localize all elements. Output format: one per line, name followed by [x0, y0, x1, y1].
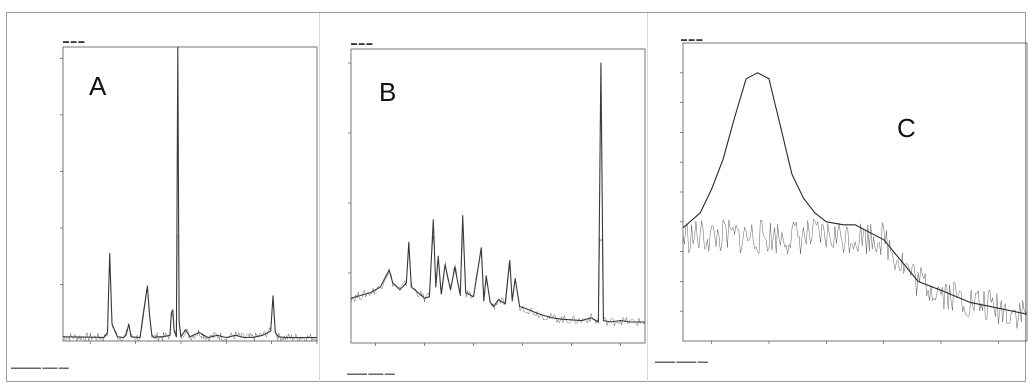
figure-frame: ▬ ▬ ▬ A ▬▬▬▬▬▬ ▬▬▬ ▬▬ ▬ ▬ ▬ B ▬▬▬▬ ▬▬▬ ▬… [6, 12, 1028, 383]
plot-frame [350, 48, 646, 344]
divider-bc [647, 13, 648, 383]
panel-c: ▬ ▬ ▬ C ▬▬▬▬ ▬▬▬▬ ▬▬ [653, 13, 1028, 383]
noise-texture [682, 218, 1028, 329]
series-line [682, 72, 1028, 315]
noise-texture [350, 236, 646, 327]
panel-b-title: ▬ ▬ ▬ [351, 41, 373, 47]
panel-b-letter: B [379, 77, 397, 107]
panel-a-footer: ▬▬▬▬▬▬ ▬▬▬ ▬▬ [11, 365, 69, 371]
chart-c-plot [680, 42, 1028, 344]
panel-b: ▬ ▬ ▬ B ▬▬▬▬ ▬▬▬ ▬▬ [327, 13, 646, 383]
chart-a-plot [60, 46, 318, 344]
panel-c-footer: ▬▬▬▬ ▬▬▬▬ ▬▬ [655, 359, 708, 365]
panel-c-letter: C [897, 113, 916, 143]
panel-b-footer: ▬▬▬▬ ▬▬▬ ▬▬ [347, 371, 395, 377]
series-line [62, 46, 317, 339]
series-line [350, 62, 645, 323]
panel-a-title: ▬ ▬ ▬ [63, 39, 85, 45]
noise-texture [62, 233, 318, 342]
chart-b-plot [348, 48, 646, 346]
panel-a: ▬ ▬ ▬ A ▬▬▬▬▬▬ ▬▬▬ ▬▬ [7, 13, 318, 383]
divider-ab [319, 13, 320, 383]
plot-frame [62, 46, 318, 342]
panel-c-title: ▬ ▬ ▬ [681, 37, 703, 43]
panel-a-letter: A [89, 71, 107, 101]
